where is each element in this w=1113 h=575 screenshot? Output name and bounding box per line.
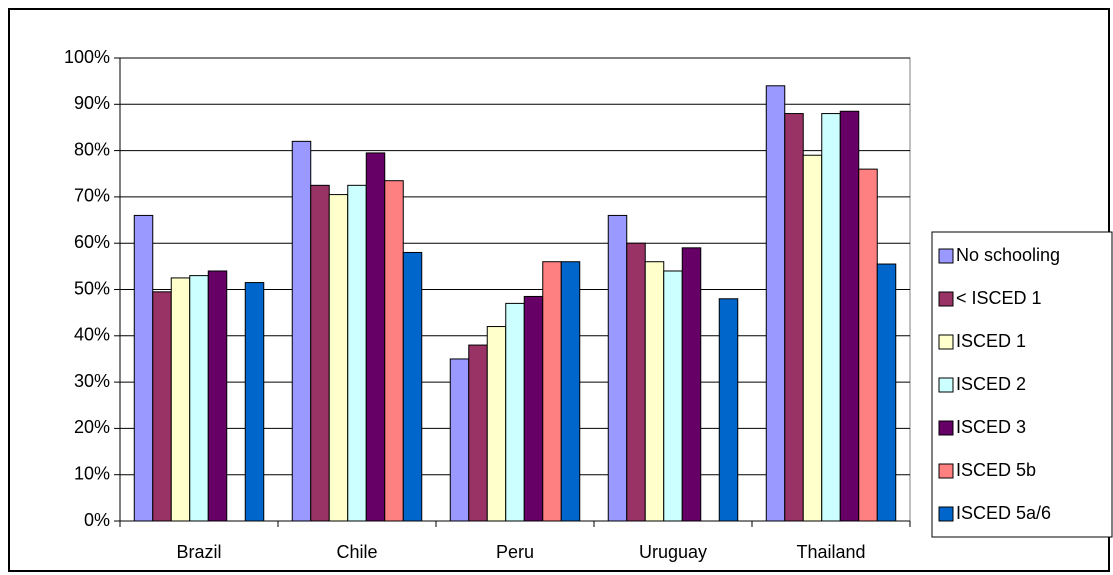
x-tick-label: Uruguay	[639, 542, 707, 562]
bar	[560, 261, 581, 522]
bar	[644, 261, 665, 522]
x-tick-label: Peru	[496, 542, 534, 562]
y-tick-label: 90%	[74, 93, 110, 113]
bar	[718, 298, 739, 522]
bar	[365, 152, 386, 522]
legend-swatch	[938, 463, 954, 479]
bar	[876, 263, 897, 522]
y-tick-label: 0%	[84, 510, 110, 530]
bar	[291, 140, 312, 522]
bar	[402, 251, 423, 522]
bar	[486, 326, 507, 522]
y-tick-label: 30%	[74, 371, 110, 391]
legend	[931, 231, 1113, 538]
bar	[523, 295, 544, 522]
bar	[839, 110, 860, 522]
bar	[207, 270, 228, 522]
bar	[626, 242, 646, 522]
bar	[663, 270, 683, 522]
bar	[505, 302, 525, 522]
bar	[784, 113, 804, 522]
bar	[244, 282, 265, 522]
bar	[681, 247, 702, 522]
legend-swatch	[938, 420, 954, 436]
bar	[170, 277, 191, 522]
y-tick-label: 80%	[74, 139, 110, 159]
bar	[189, 275, 209, 522]
legend-swatch	[938, 291, 954, 307]
bar	[607, 214, 628, 522]
bar	[858, 168, 878, 522]
x-tick-label: Chile	[336, 542, 377, 562]
y-tick-label: 20%	[74, 417, 110, 437]
legend-label: < ISCED 1	[956, 288, 1042, 308]
bar	[347, 184, 367, 522]
bar	[468, 344, 488, 522]
bar	[384, 180, 404, 522]
y-tick-label: 10%	[74, 463, 110, 483]
y-tick-label: 100%	[64, 47, 110, 67]
bar	[821, 113, 841, 522]
bar	[133, 214, 154, 522]
bar	[449, 358, 470, 522]
y-tick-label: 40%	[74, 325, 110, 345]
legend-label: ISCED 5a/6	[956, 503, 1051, 523]
legend-swatch	[938, 377, 954, 393]
legend-label: ISCED 2	[956, 374, 1026, 394]
y-tick-label: 50%	[74, 278, 110, 298]
y-tick-label: 70%	[74, 186, 110, 206]
bar	[310, 184, 330, 522]
legend-label: ISCED 5b	[956, 460, 1036, 480]
bar	[802, 154, 823, 522]
bar	[152, 291, 172, 522]
bar	[328, 194, 349, 522]
legend-label: No schooling	[956, 245, 1060, 265]
legend-swatch	[938, 248, 954, 264]
bar	[542, 261, 562, 522]
legend-label: ISCED 3	[956, 417, 1026, 437]
x-tick-label: Brazil	[176, 542, 221, 562]
y-tick-label: 60%	[74, 232, 110, 252]
legend-swatch	[938, 506, 954, 522]
legend-swatch	[938, 334, 954, 350]
legend-label: ISCED 1	[956, 331, 1026, 351]
x-tick-label: Thailand	[796, 542, 865, 562]
bar	[765, 85, 786, 522]
